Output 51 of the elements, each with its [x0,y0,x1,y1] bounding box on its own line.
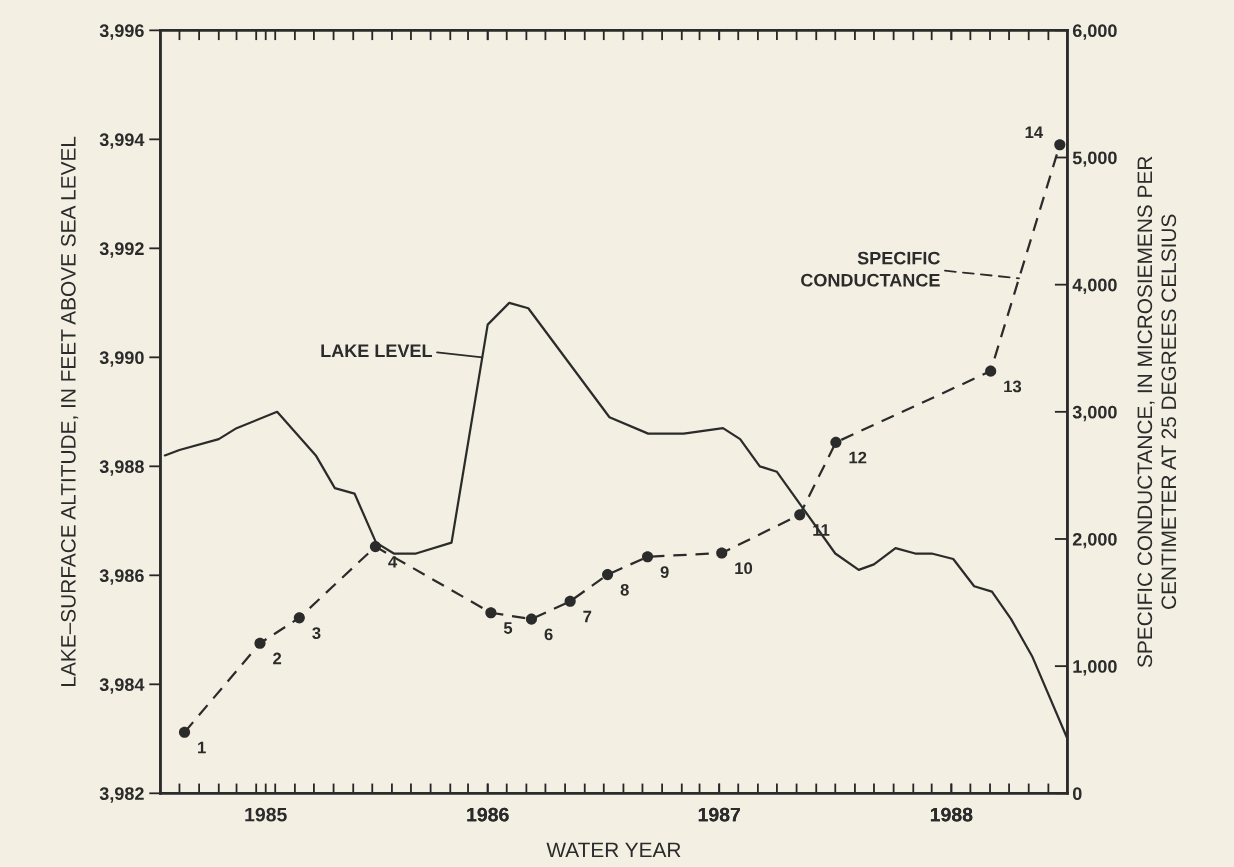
x-tick-label: 1985 [245,807,287,822]
y-axis-title: LAKE–SURFACE ALTITUDE, IN FEET ABOVE SEA LEVEL [60,136,79,686]
annotation: 6 [544,628,553,641]
y-tick-label: 3,994 [99,133,145,149]
point [293,612,305,624]
annotation: 7 [583,610,592,623]
point [716,547,728,559]
point [369,541,381,553]
annotation: 3 [312,627,321,639]
point [602,569,614,581]
point [830,436,842,448]
annotation: 5 [503,622,513,634]
annotation: 8 [620,583,629,596]
y2-tick-label: 3,000 [1072,405,1117,422]
y2-tick-label: 6,000 [1072,24,1117,40]
point [254,637,266,649]
annotation: 14 [1025,126,1044,138]
y2-tick-label: 4,000 [1072,278,1117,294]
point [564,595,576,607]
y2-tick-label: 2,000 [1072,532,1117,549]
point [525,613,538,625]
point [1054,139,1066,151]
annotation: 2 [273,652,282,665]
annotation: 12 [849,451,867,464]
annotation: 1 [198,741,206,754]
point [794,509,806,521]
annotation: 9 [660,566,669,578]
point [485,607,497,619]
y2-axis-title: SPECIFIC CONDUCTANCE, IN MICROSIEMENS PER CENTIMETER AT 25 DEGREES CELSIUS [1137,156,1177,668]
annotation: 4 [388,556,398,568]
annotation: 13 [1004,380,1022,393]
y-tick-label: 3,992 [99,242,144,258]
y2-tick-label: 5,000 [1072,151,1117,167]
x-axis-title: WATER YEAR [546,842,681,858]
point [641,551,654,563]
y-tick-label: 3,996 [99,24,144,40]
point [178,726,191,738]
x-tick-label: 1986 [467,807,509,822]
x-tick-label: 1988 [930,807,973,822]
legend-label: SPECIFIC CONDUCTANCE [801,251,940,287]
y2-tick-label: 1,000 [1073,660,1117,676]
y-tick-label: 3,986 [99,569,144,585]
annotation: 10 [735,562,753,575]
point [985,365,997,377]
y-tick-label: 3,988 [99,460,144,476]
y-tick-label: 3,990 [99,351,144,367]
y-tick-label: 3,982 [99,787,144,803]
y-tick-label: 3,984 [99,678,145,694]
x-tick-label: 1987 [698,807,740,822]
y2-tick-label: 0 [1072,787,1082,801]
legend-label: LAKE LEVEL [321,344,432,357]
